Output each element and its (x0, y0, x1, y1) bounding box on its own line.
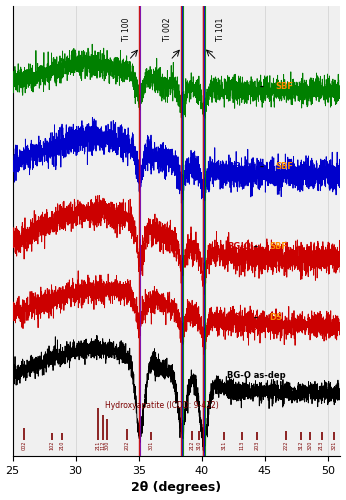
Text: 112: 112 (101, 440, 106, 450)
Text: BG-O: BG-O (227, 242, 251, 252)
Text: –: – (251, 242, 261, 252)
Text: 102: 102 (49, 440, 54, 450)
Text: Ti 002: Ti 002 (163, 18, 172, 41)
Text: 321: 321 (331, 440, 337, 450)
Text: 002: 002 (21, 440, 26, 450)
Text: 222: 222 (284, 440, 289, 450)
Text: SBF: SBF (275, 82, 293, 90)
Text: BG-O as-dep: BG-O as-dep (227, 371, 285, 380)
Text: 300: 300 (105, 440, 110, 450)
Text: SBF: SBF (269, 242, 287, 252)
Text: BG-O: BG-O (227, 314, 251, 322)
Text: Hydroxyapatite (ICDD: 9-432): Hydroxyapatite (ICDD: 9-432) (104, 402, 218, 410)
Text: 212: 212 (189, 440, 194, 450)
Text: –: – (251, 314, 261, 322)
Text: 301: 301 (149, 440, 154, 450)
Text: –: – (257, 82, 267, 90)
Text: 210: 210 (59, 440, 64, 450)
Text: 310: 310 (197, 440, 202, 450)
Text: –: – (257, 162, 267, 171)
Text: 203: 203 (255, 440, 260, 450)
Text: 320: 320 (308, 440, 313, 450)
Text: BG-3S: BG-3S (227, 162, 256, 171)
X-axis label: 2θ (degrees): 2θ (degrees) (131, 482, 221, 494)
Text: 211: 211 (96, 440, 101, 450)
Text: 312: 312 (299, 440, 304, 450)
Text: Ti 101: Ti 101 (216, 18, 225, 41)
Text: BG-5S: BG-5S (227, 82, 256, 90)
Text: SBF: SBF (275, 162, 293, 171)
Text: 311: 311 (222, 440, 227, 450)
Text: DS: DS (269, 314, 282, 322)
Text: 213: 213 (319, 440, 324, 450)
Text: 202: 202 (124, 440, 129, 450)
Text: 113: 113 (239, 440, 245, 450)
Text: Ti 100: Ti 100 (122, 18, 131, 41)
